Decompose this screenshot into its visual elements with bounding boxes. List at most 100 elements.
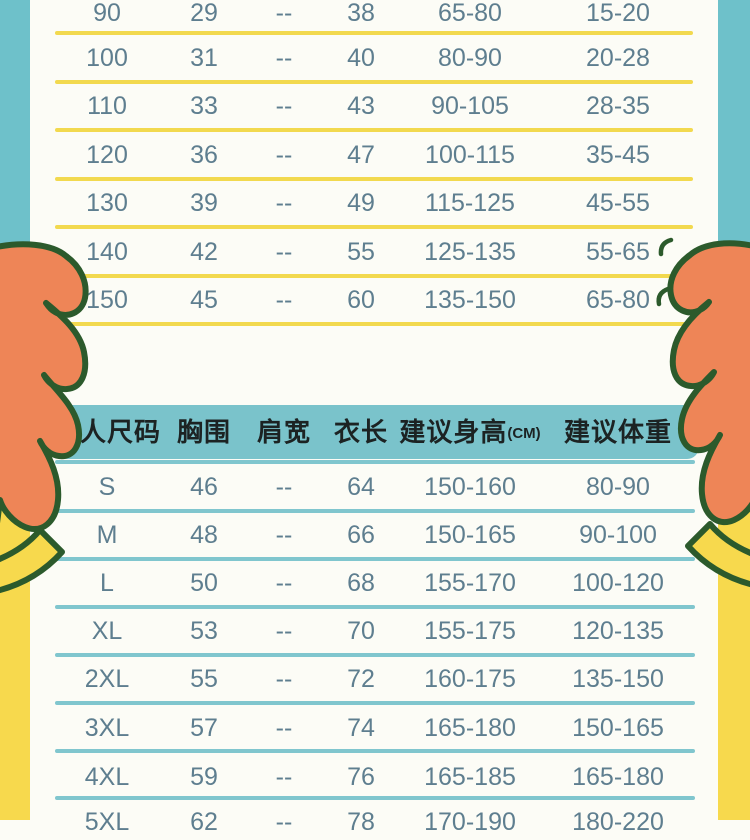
divider <box>55 749 695 753</box>
adult-table-header-row: 成人尺码 胸围 肩宽 衣长 建议身高(CM) 建议体重 <box>0 405 750 459</box>
table-cell: 135-150 <box>424 286 516 314</box>
table-cell: 150 <box>86 286 128 314</box>
table-cell: 155-175 <box>424 617 516 645</box>
table-cell: 100-115 <box>425 141 515 169</box>
table-cell: 150-165 <box>572 714 664 742</box>
table-cell: 150-160 <box>424 473 516 501</box>
table-cell: 46 <box>190 473 218 501</box>
table-cell: -- <box>275 141 293 169</box>
table-cell: -- <box>275 189 293 217</box>
table-cell: 165-180 <box>424 714 516 742</box>
table-cell: 110 <box>87 92 127 120</box>
table-cell: 50 <box>190 569 218 597</box>
divider <box>55 322 693 326</box>
divider <box>55 274 693 278</box>
adult-table-header-band <box>50 405 699 459</box>
table-cell: 49 <box>347 189 375 217</box>
table-cell: 40 <box>347 44 375 72</box>
table-cell: M <box>96 521 118 549</box>
table-cell: 72 <box>347 665 375 693</box>
table-row: 120 36 -- 47 100-115 35-45 <box>0 137 750 173</box>
table-cell: 15-20 <box>586 0 650 27</box>
table-cell: 100-120 <box>572 569 664 597</box>
table-cell: 80-90 <box>586 473 650 501</box>
table-cell: 115-125 <box>425 189 515 217</box>
table-cell: 47 <box>347 141 375 169</box>
table-row: 4XL 59 -- 76 165-185 165-180 <box>0 759 750 795</box>
table-cell: 155-170 <box>424 569 516 597</box>
divider <box>55 557 695 561</box>
table-row: 3XL 57 -- 74 165-180 150-165 <box>0 710 750 746</box>
table-cell: 170-190 <box>424 808 516 836</box>
table-cell: 130 <box>86 189 128 217</box>
table-cell: 90-105 <box>431 92 509 120</box>
table-cell: 165-180 <box>572 763 664 791</box>
table-cell: 74 <box>347 714 375 742</box>
table-row: M 48 -- 66 150-165 90-100 <box>0 517 750 553</box>
table-cell: 53 <box>190 617 218 645</box>
table-row: 5XL 62 -- 78 170-190 180-220 <box>0 804 750 840</box>
divider <box>55 177 693 181</box>
table-row: 110 33 -- 43 90-105 28-35 <box>0 88 750 124</box>
table-cell: 65-80 <box>586 286 650 314</box>
table-cell: 38 <box>347 0 375 27</box>
table-cell: 36 <box>190 141 218 169</box>
table-cell: L <box>100 569 114 597</box>
table-row: 150 45 -- 60 135-150 65-80 <box>0 282 750 318</box>
table-cell: -- <box>275 286 293 314</box>
table-cell: 66 <box>347 521 375 549</box>
table-cell: 39 <box>190 189 218 217</box>
table-row: XL 53 -- 70 155-175 120-135 <box>0 613 750 649</box>
table-cell: 70 <box>347 617 375 645</box>
table-cell: 125-135 <box>424 238 516 266</box>
table-cell: 100 <box>86 44 128 72</box>
table-row: 140 42 -- 55 125-135 55-65 <box>0 234 750 270</box>
divider <box>55 80 693 84</box>
table-cell: -- <box>275 0 293 27</box>
table-row: 130 39 -- 49 115-125 45-55 <box>0 185 750 221</box>
table-cell: 4XL <box>84 763 130 791</box>
table-cell: 20-28 <box>586 44 650 72</box>
unit-label: (CM) <box>507 425 541 442</box>
column-header: 建议体重 <box>563 417 672 447</box>
column-header: 胸围 <box>176 417 231 447</box>
table-cell: 42 <box>190 238 218 266</box>
table-cell: 165-185 <box>424 763 516 791</box>
table-cell: 3XL <box>84 714 130 742</box>
table-cell: 48 <box>190 521 218 549</box>
table-cell: 120 <box>86 141 128 169</box>
table-cell: 135-150 <box>572 665 664 693</box>
table-cell: 150-165 <box>424 521 516 549</box>
table-cell: 76 <box>347 763 375 791</box>
table-cell: 60 <box>347 286 375 314</box>
table-cell: 160-175 <box>424 665 516 693</box>
table-cell: 59 <box>190 763 218 791</box>
table-cell: 68 <box>347 569 375 597</box>
table-cell: XL <box>91 617 123 645</box>
table-cell: -- <box>275 44 293 72</box>
column-header: 肩宽 <box>256 417 311 447</box>
table-cell: 29 <box>190 0 218 27</box>
divider <box>55 701 695 705</box>
table-cell: -- <box>275 473 293 501</box>
table-cell: -- <box>275 763 293 791</box>
table-cell: 35-45 <box>586 141 650 169</box>
divider <box>55 605 695 609</box>
table-cell: 28-35 <box>586 92 650 120</box>
table-row: 2XL 55 -- 72 160-175 135-150 <box>0 661 750 697</box>
divider <box>55 509 695 513</box>
table-cell: 65-80 <box>438 0 502 27</box>
table-cell: -- <box>275 92 293 120</box>
table-row: 100 31 -- 40 80-90 20-28 <box>0 40 750 76</box>
table-cell: 55-65 <box>586 238 650 266</box>
table-cell: 64 <box>347 473 375 501</box>
column-header: 建议身高(CM) <box>399 417 541 447</box>
table-cell: 180-220 <box>572 808 664 836</box>
table-row: 90 29 -- 38 65-80 15-20 <box>0 0 750 31</box>
divider <box>55 31 693 35</box>
table-cell: -- <box>275 617 293 645</box>
table-cell: -- <box>275 714 293 742</box>
table-row: L 50 -- 68 155-170 100-120 <box>0 565 750 601</box>
table-cell: -- <box>275 521 293 549</box>
